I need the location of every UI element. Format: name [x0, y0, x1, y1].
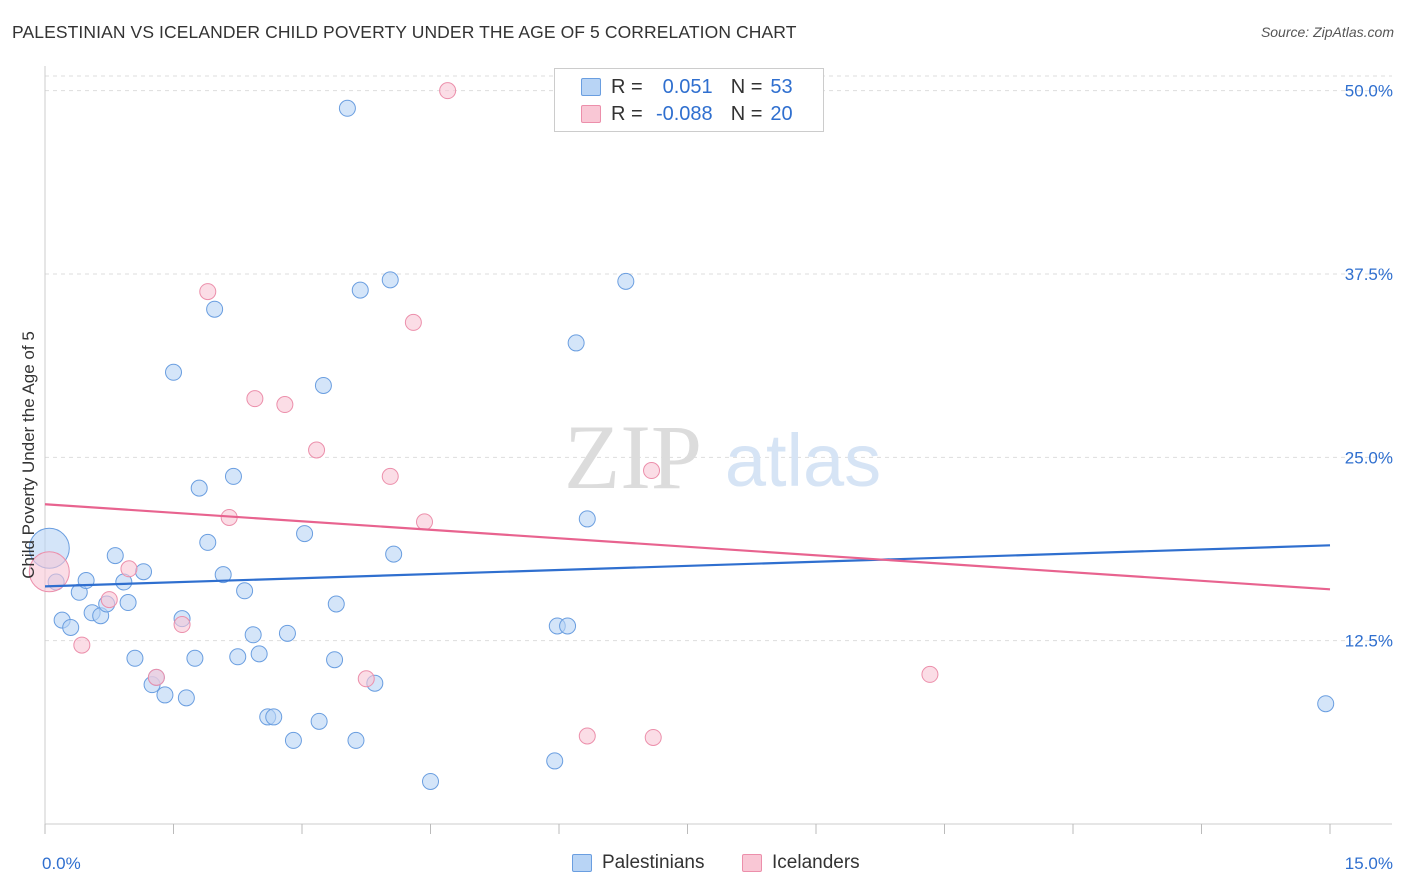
legend-r-value: -0.088 [655, 102, 713, 125]
point-icelanders [404, 313, 422, 331]
point-palestinians [278, 624, 296, 642]
point-palestinians [214, 566, 232, 584]
point-palestinians [385, 545, 403, 563]
legend-swatch-blue [581, 78, 601, 96]
point-palestinians [165, 363, 182, 381]
legend-n-value: 53 [770, 75, 793, 98]
point-palestinians [310, 712, 328, 730]
point-palestinians [106, 547, 124, 565]
legend-row-palestinians: R = 0.051 N = 53 [581, 75, 793, 99]
point-palestinians [338, 99, 356, 117]
point-icelanders [147, 668, 165, 686]
source-label: Source: ZipAtlas.com [1260, 24, 1394, 40]
point-icelanders [381, 467, 399, 485]
point-palestinians [229, 648, 247, 666]
watermark-zip: ZIP [564, 406, 702, 508]
point-icelanders [199, 283, 217, 301]
point-icelanders [357, 670, 375, 688]
point-palestinians [156, 686, 174, 704]
point-icelanders [439, 82, 457, 100]
point-icelanders [28, 551, 70, 593]
point-palestinians [326, 651, 344, 669]
legend-swatch-pink [742, 854, 762, 872]
trend-line-icelanders [44, 503, 1331, 591]
watermark: ZIP atlas [564, 406, 881, 508]
point-icelanders [276, 396, 294, 414]
y-tick-label: 50.0% [1345, 82, 1393, 101]
y-tick-label: 25.0% [1345, 448, 1393, 467]
point-palestinians [381, 271, 399, 289]
point-palestinians [177, 689, 195, 707]
tick-labels: 12.5% 25.0% 37.5% 50.0% 0.0% 15.0% [42, 82, 1393, 873]
legend-n-label: N = [730, 102, 763, 125]
point-palestinians [186, 649, 204, 667]
legend-swatch-pink [581, 105, 601, 123]
point-palestinians [296, 525, 314, 543]
point-icelanders [921, 665, 939, 683]
point-palestinians [265, 708, 283, 726]
point-palestinians [126, 649, 144, 667]
axes [44, 66, 1392, 834]
point-icelanders [100, 591, 118, 609]
point-palestinians [559, 617, 577, 635]
series-legend: Palestinians Icelanders [0, 852, 1406, 876]
point-palestinians [62, 618, 80, 636]
legend-row-icelanders: R = -0.088 N = 20 [581, 102, 793, 126]
point-palestinians [567, 334, 585, 352]
legend-item-icelanders[interactable]: Icelanders [742, 852, 860, 874]
trend-line-palestinians [44, 544, 1331, 588]
point-icelanders [643, 462, 661, 480]
y-tick-label: 12.5% [1345, 632, 1393, 651]
trend-lines [44, 503, 1331, 591]
legend-n-label: N = [730, 75, 763, 98]
point-palestinians [250, 645, 268, 663]
y-axis-label: Child Poverty Under the Age of 5 [19, 331, 38, 579]
point-icelanders [246, 390, 264, 408]
point-palestinians [422, 772, 439, 790]
point-palestinians [617, 272, 635, 290]
point-palestinians [119, 594, 137, 612]
watermark-atlas: atlas [725, 419, 881, 502]
point-palestinians [224, 467, 242, 485]
point-palestinians [578, 510, 596, 528]
point-icelanders [120, 560, 138, 578]
point-palestinians [1317, 695, 1335, 713]
chart-title: PALESTINIAN VS ICELANDER CHILD POVERTY U… [12, 22, 797, 42]
point-icelanders [173, 616, 191, 634]
legend-item-palestinians[interactable]: Palestinians [572, 852, 704, 874]
point-palestinians [347, 731, 365, 749]
point-palestinians [236, 582, 254, 600]
point-icelanders [73, 636, 91, 654]
point-palestinians [190, 479, 208, 497]
point-palestinians [314, 376, 332, 394]
correlation-legend: R = 0.051 N = 53 R = -0.088 N = 20 [554, 68, 824, 132]
point-palestinians [135, 563, 153, 581]
legend-label-icelanders: Icelanders [772, 852, 860, 873]
point-palestinians [546, 752, 564, 770]
legend-label-palestinians: Palestinians [602, 852, 705, 873]
point-icelanders [578, 727, 596, 745]
x-tick-label: 0.0% [42, 854, 81, 873]
point-palestinians [199, 533, 217, 551]
point-icelanders [308, 441, 326, 459]
grid-lines [45, 75, 1392, 642]
point-palestinians [244, 626, 262, 644]
point-palestinians [351, 281, 369, 299]
legend-r-label: R = [611, 75, 643, 98]
point-icelanders [644, 728, 662, 746]
point-icelanders [416, 513, 434, 531]
legend-r-label: R = [611, 102, 643, 125]
legend-swatch-blue [572, 854, 592, 872]
y-tick-label: 37.5% [1345, 265, 1393, 284]
point-palestinians [327, 595, 345, 613]
legend-n-value: 20 [770, 102, 793, 125]
point-palestinians [206, 300, 224, 318]
point-palestinians [284, 731, 302, 749]
legend-r-value: 0.051 [662, 75, 713, 98]
x-tick-label: 15.0% [1345, 854, 1393, 873]
